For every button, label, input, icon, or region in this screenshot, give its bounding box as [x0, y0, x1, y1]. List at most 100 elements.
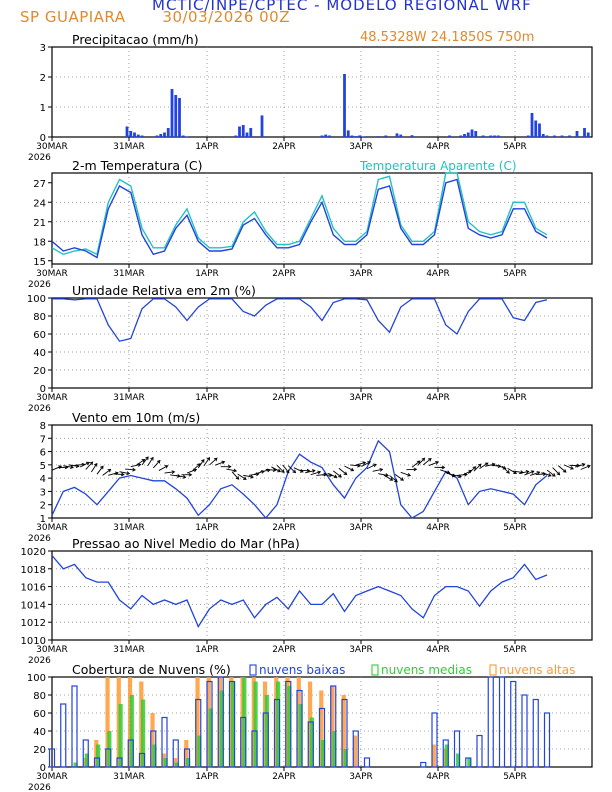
wind-arrow [74, 463, 85, 466]
wind-arrow [372, 468, 383, 472]
precip-bar [496, 135, 500, 137]
wind-arrow-head [586, 464, 591, 469]
low-cloud-bar [127, 739, 134, 768]
location-label: SP GUAPIARA [20, 8, 126, 26]
wind-arrow-head [372, 463, 377, 468]
wind-arrow-head [484, 462, 489, 466]
wind-arrow-head [141, 458, 146, 463]
wind-arrow [271, 466, 281, 472]
temperature-ytick-label: 18 [33, 237, 46, 248]
pressure-xtick-label: 30MAR [36, 645, 68, 655]
wind-arrow-head [107, 468, 112, 473]
wind-arrow [422, 458, 432, 466]
wind-xtick-label: 1APR [195, 523, 219, 533]
low-cloud-bar [105, 748, 112, 768]
precip-xtick-label: 4APR [426, 142, 450, 152]
mid-cloud-bar [141, 699, 146, 767]
precip-bar [136, 134, 140, 137]
wind-arrow [535, 473, 546, 476]
precip-bar [245, 132, 249, 137]
panel-wind: 1 2 3 4 5 6 7 8 30MAR 31MAR 1APR 2APR 3APR 4APR 5APR 20… [28, 410, 593, 544]
precip-bar [399, 134, 403, 137]
temperature-xtick-label: 2APR [272, 269, 296, 279]
wind-arrow [310, 471, 321, 476]
wind-arrow-head [343, 471, 348, 476]
low-cloud-bar [273, 698, 281, 768]
humidity-xtick-label: 1APR [195, 393, 219, 403]
wind-arrow [287, 465, 296, 473]
wind-arrow-head [416, 460, 421, 465]
wind-arrow [209, 457, 218, 466]
pressure-xtick-label: 31MAR [113, 645, 145, 655]
coords-label: 48.5328W 24.1850S 750m [360, 30, 535, 45]
low-cloud-bar [498, 676, 506, 768]
wind-arrow-head [132, 467, 136, 472]
wind-ytick-label: 8 [40, 421, 46, 432]
wind-arrow [378, 473, 389, 476]
wind-arrow [563, 464, 574, 470]
temp-line [51, 178, 548, 259]
humidity-title: Umidade Relativa em 2m (%) [72, 283, 256, 298]
precip-bar [493, 135, 496, 137]
low-cloud-bar [521, 694, 528, 768]
wind-xtick-label: 5APR [503, 523, 527, 533]
high-cloud-bar [150, 713, 155, 767]
temperature-ytick-label: 21 [33, 218, 46, 229]
low-cloud-bar [217, 676, 224, 768]
precip-year-label: 2026 [28, 153, 51, 163]
mid-cloud-bar [309, 717, 314, 767]
precip-bar [159, 134, 163, 137]
temperature-year-label: 2026 [28, 280, 51, 290]
mid-cloud-bar [219, 690, 224, 767]
low-cloud-bar [240, 716, 247, 768]
low-cloud-bar [138, 752, 146, 768]
wind-arrow-head [323, 472, 328, 477]
high-cloud-bar [195, 677, 200, 767]
precip-bar [358, 135, 361, 137]
precip-bar [481, 135, 485, 137]
cloud-legend-box [249, 664, 257, 676]
wind-arrow [451, 474, 462, 478]
wind-arrow-head [285, 469, 290, 474]
precip-frame [51, 46, 593, 138]
precip-bar [586, 132, 590, 137]
precip-title: Precipitacao (mm/h) [72, 32, 199, 47]
wind-arrow [299, 469, 310, 472]
precip-bar [178, 98, 181, 137]
wind-arrow-head [150, 456, 154, 461]
wind-arrow [63, 465, 74, 468]
wind-arrow-head [413, 467, 418, 472]
wind-arrow-head [311, 469, 316, 473]
wind-arrow-head [86, 461, 90, 466]
wind-arrow [147, 457, 154, 467]
precip-bar [474, 131, 478, 137]
wind-arrow-head [581, 463, 586, 467]
wind-arrow [574, 463, 585, 468]
wind-arrow-head [389, 477, 394, 481]
precip-xtick-label: 1APR [195, 142, 219, 152]
low-cloud-bar [532, 698, 539, 768]
mid-cloud-bar [174, 762, 179, 767]
low-cloud-bar [352, 730, 359, 768]
wind-arrow [316, 473, 327, 476]
wind-arrow [411, 460, 421, 468]
high-cloud-bar [319, 690, 324, 767]
mid-cloud-bar [467, 758, 472, 767]
pressure-title: Pressao ao Nivel Medio do Mar (hPa) [72, 536, 300, 551]
low-cloud-bar [228, 680, 236, 768]
wind-arrow [428, 461, 439, 466]
wind-arrow-head [551, 473, 556, 477]
wind-arrow-head [188, 472, 193, 477]
wind-arrow [90, 463, 98, 473]
precip-bar [560, 135, 564, 137]
clouds-xtick-label: 31MAR [113, 772, 145, 782]
low-cloud-bar [341, 698, 348, 768]
wind-arrow-head [317, 470, 322, 475]
low-cloud-bar [161, 716, 168, 768]
wind-arrow-head [164, 465, 169, 469]
humidity-ytick-label: 100 [27, 294, 46, 305]
precip-bar [241, 125, 245, 137]
clouds-xtick-label: 3APR [349, 772, 373, 782]
wind-arrow [546, 469, 556, 477]
low-cloud-bar [442, 739, 449, 768]
